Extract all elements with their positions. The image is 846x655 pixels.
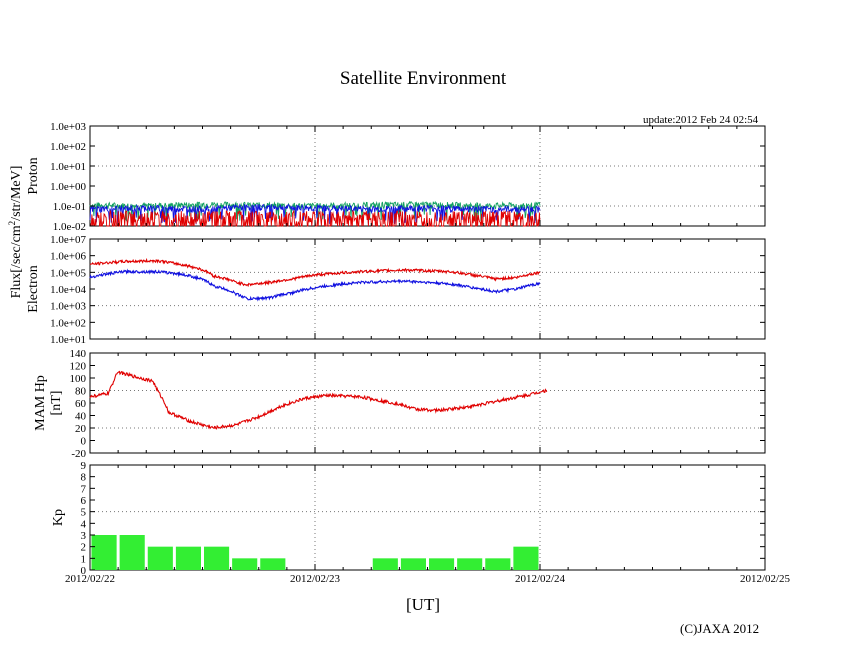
y-tick-label: 8 [81, 472, 87, 484]
panel-ylabel-mam: MAM Hp [33, 375, 48, 431]
series-line-electron [89, 268, 541, 302]
series-line-proton [89, 209, 541, 227]
x-tick-label: 2012/02/25 [740, 573, 791, 585]
y-tick-label: 120 [70, 361, 87, 373]
x-tick-label: 2012/02/22 [65, 573, 115, 585]
y-tick-label: 1.0e+02 [50, 141, 86, 153]
y-tick-label: 7 [81, 483, 87, 495]
kp-bar [457, 558, 483, 570]
y-tick-label: 1.0e+05 [50, 267, 86, 279]
y-tick-label: 2 [81, 542, 87, 554]
flux-axis-title: Flux[/sec/cm2/str/MeV] [7, 166, 24, 299]
kp-bar [260, 558, 286, 570]
panel-ylabel-proton: Proton [26, 157, 41, 194]
y-tick-label: 0 [81, 436, 87, 448]
y-tick-label: 1.0e+03 [50, 121, 86, 133]
kp-bar [513, 546, 539, 570]
y-tick-label: 0 [81, 565, 87, 577]
y-tick-label: 1.0e+06 [50, 251, 86, 263]
panel-frame-electron [89, 238, 766, 340]
kp-bar [119, 535, 145, 570]
y-tick-label: 1.0e+07 [50, 234, 86, 246]
copyright-text: (C)JAXA 2012 [680, 621, 760, 636]
kp-bar [204, 546, 230, 570]
y-tick-label: 100 [70, 373, 87, 385]
kp-bar [429, 558, 455, 570]
y-tick-label: 1.0e-01 [53, 201, 86, 213]
x-axis-unit: [UT] [406, 595, 440, 614]
x-tick-label: 2012/02/24 [515, 573, 566, 585]
kp-bar [485, 558, 511, 570]
kp-bar [147, 546, 173, 570]
update-timestamp: update:2012 Feb 24 02:54 [643, 114, 759, 126]
x-tick-label: 2012/02/23 [290, 573, 341, 585]
panel-ylabel-electron: Electron [26, 265, 41, 312]
y-tick-label: 1.0e+02 [50, 317, 86, 329]
kp-bar [372, 558, 398, 570]
y-tick-label: 1 [81, 553, 87, 565]
kp-bar [400, 558, 426, 570]
y-tick-label: 140 [70, 348, 87, 360]
y-tick-label: 6 [81, 495, 87, 507]
series-line-proton [89, 203, 541, 225]
series-line-proton [89, 200, 541, 222]
panel-yunit-mam: [nT] [49, 391, 64, 416]
series-line-electron [89, 257, 541, 288]
y-tick-label: 40 [75, 411, 87, 423]
y-tick-label: 4 [81, 518, 87, 530]
y-tick-label: 1.0e+03 [50, 301, 86, 313]
y-tick-label: 5 [81, 507, 87, 519]
y-tick-label: 20 [75, 423, 87, 435]
chart-title: Satellite Environment [339, 68, 507, 89]
y-tick-label: 60 [75, 398, 87, 410]
kp-bar [232, 558, 258, 570]
y-tick-label: 1.0e+00 [50, 181, 86, 193]
y-tick-label: 1.0e+01 [50, 161, 86, 173]
y-tick-label: 80 [75, 386, 87, 398]
kp-bar [175, 546, 201, 570]
y-tick-label: 1.0e+01 [50, 334, 86, 346]
y-tick-label: -20 [71, 448, 86, 460]
y-tick-label: 3 [81, 530, 87, 542]
y-tick-label: 1.0e-02 [53, 221, 86, 233]
kp-bar [91, 535, 117, 570]
y-tick-label: 1.0e+04 [50, 284, 86, 296]
series-line-mam [89, 370, 548, 430]
y-tick-label: 9 [81, 460, 87, 472]
panel-frame-mam [89, 352, 766, 454]
panel-ylabel-kp: Kp [51, 509, 66, 526]
